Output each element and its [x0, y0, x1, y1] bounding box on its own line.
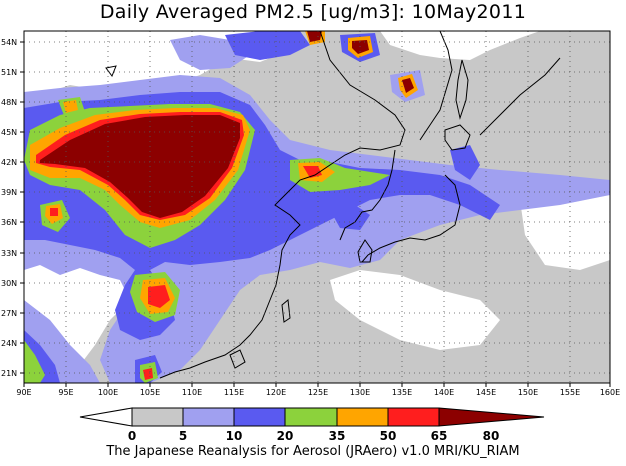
lat-label: 21N [1, 369, 17, 378]
colorbar-bin-20-35 [233, 407, 286, 427]
coast-hainan [229, 349, 246, 369]
lon-label: 150E [518, 388, 538, 397]
lon-tick-labels: 90E 95E 100E 105E 110E 115E 120E 125E 13… [16, 388, 620, 397]
coast-kuril [479, 57, 561, 136]
lon-label: 120E [266, 388, 286, 397]
colorbar-bin-80-plus [438, 407, 545, 427]
colorbar-bin-50-65 [336, 407, 389, 427]
plot-frame [23, 30, 611, 384]
shade-65-80-dot-s [143, 368, 153, 380]
colorbar-label: 35 [329, 429, 346, 443]
colorbar-bin-35-50 [284, 407, 338, 427]
tick-marks [20, 41, 611, 387]
credit-line: The Japanese Reanalysis for Aerosol (JRA… [106, 444, 520, 459]
lon-label: 155E [560, 388, 580, 397]
lat-label: 36N [1, 218, 17, 227]
lat-label: 45N [1, 128, 17, 137]
coastlines [105, 31, 561, 379]
colorbar-label: 20 [277, 429, 294, 443]
grid-lines [24, 31, 610, 383]
colorbar-label: 80 [483, 429, 500, 443]
coast-hokkaido [444, 124, 471, 151]
lat-label: 33N [1, 249, 17, 258]
lon-label: 160E [600, 388, 620, 397]
map-plot-area [24, 31, 610, 383]
colorbar: 0 5 10 20 35 50 65 80 [79, 407, 545, 443]
map-title: Daily Averaged PM2.5 [ug/m3]: 10May2011 [99, 1, 527, 23]
lat-label: 51N [1, 68, 17, 77]
colorbar-label: 0 [128, 429, 136, 443]
colorbar-bin-0-5 [79, 407, 133, 427]
coast-sakhalin [455, 59, 469, 120]
coast-russia [419, 31, 453, 141]
lon-label: 105E [140, 388, 160, 397]
shade-80-plus-main [40, 115, 240, 218]
colorbar-bin-5-10 [131, 407, 184, 427]
coast-japan-honshu [361, 174, 461, 263]
shade-0-5-east [520, 190, 610, 270]
lon-label: 90E [16, 388, 31, 397]
shade-0-5-northeast [330, 31, 540, 60]
lon-label: 130E [350, 388, 370, 397]
lat-label: 39N [1, 188, 17, 197]
colorbar-label: 65 [431, 429, 448, 443]
lat-label: 24N [1, 339, 17, 348]
shade-80-plus-ne3 [402, 78, 414, 93]
shade-20-35-japan [450, 145, 480, 180]
colorbar-bin-65-80 [387, 407, 440, 427]
shade-65-80-dot-w [50, 208, 58, 216]
shade-20-35-north [225, 31, 310, 60]
lon-label: 100E [98, 388, 118, 397]
lat-label: 27N [1, 309, 17, 318]
lat-label: 42N [1, 158, 17, 167]
shade-65-80-south [148, 285, 170, 308]
shade-65-80-mid [303, 166, 322, 178]
lon-label: 95E [58, 388, 73, 397]
coast-taiwan [281, 299, 291, 323]
lon-label: 135E [392, 388, 412, 397]
lat-label: 30N [1, 279, 17, 288]
lon-label: 145E [476, 388, 496, 397]
shade-0-5-sea [330, 270, 500, 350]
colorbar-label: 50 [380, 429, 397, 443]
shade-80-plus-ne2 [352, 40, 369, 54]
lat-label: 54N [1, 38, 17, 47]
colorbar-bin-10-20 [182, 407, 235, 427]
coast-china [159, 31, 406, 379]
colorbar-label: 10 [226, 429, 243, 443]
colorbar-label: 5 [179, 429, 187, 443]
lon-label: 140E [434, 388, 454, 397]
shade-35-50-sw-pocket [24, 340, 45, 383]
lon-label: 115E [224, 388, 244, 397]
coast-korea [339, 149, 396, 241]
shade-50-65-dot-nw [63, 100, 78, 113]
lon-label: 110E [182, 388, 202, 397]
lat-tick-labels: 54N 51N 48N 45N 42N 39N 36N 33N 30N 27N … [1, 38, 17, 378]
lon-label: 125E [308, 388, 328, 397]
lat-label: 48N [1, 98, 17, 107]
coast-japan-kyushu [357, 239, 373, 263]
shade-80-plus-ne1 [307, 31, 322, 42]
